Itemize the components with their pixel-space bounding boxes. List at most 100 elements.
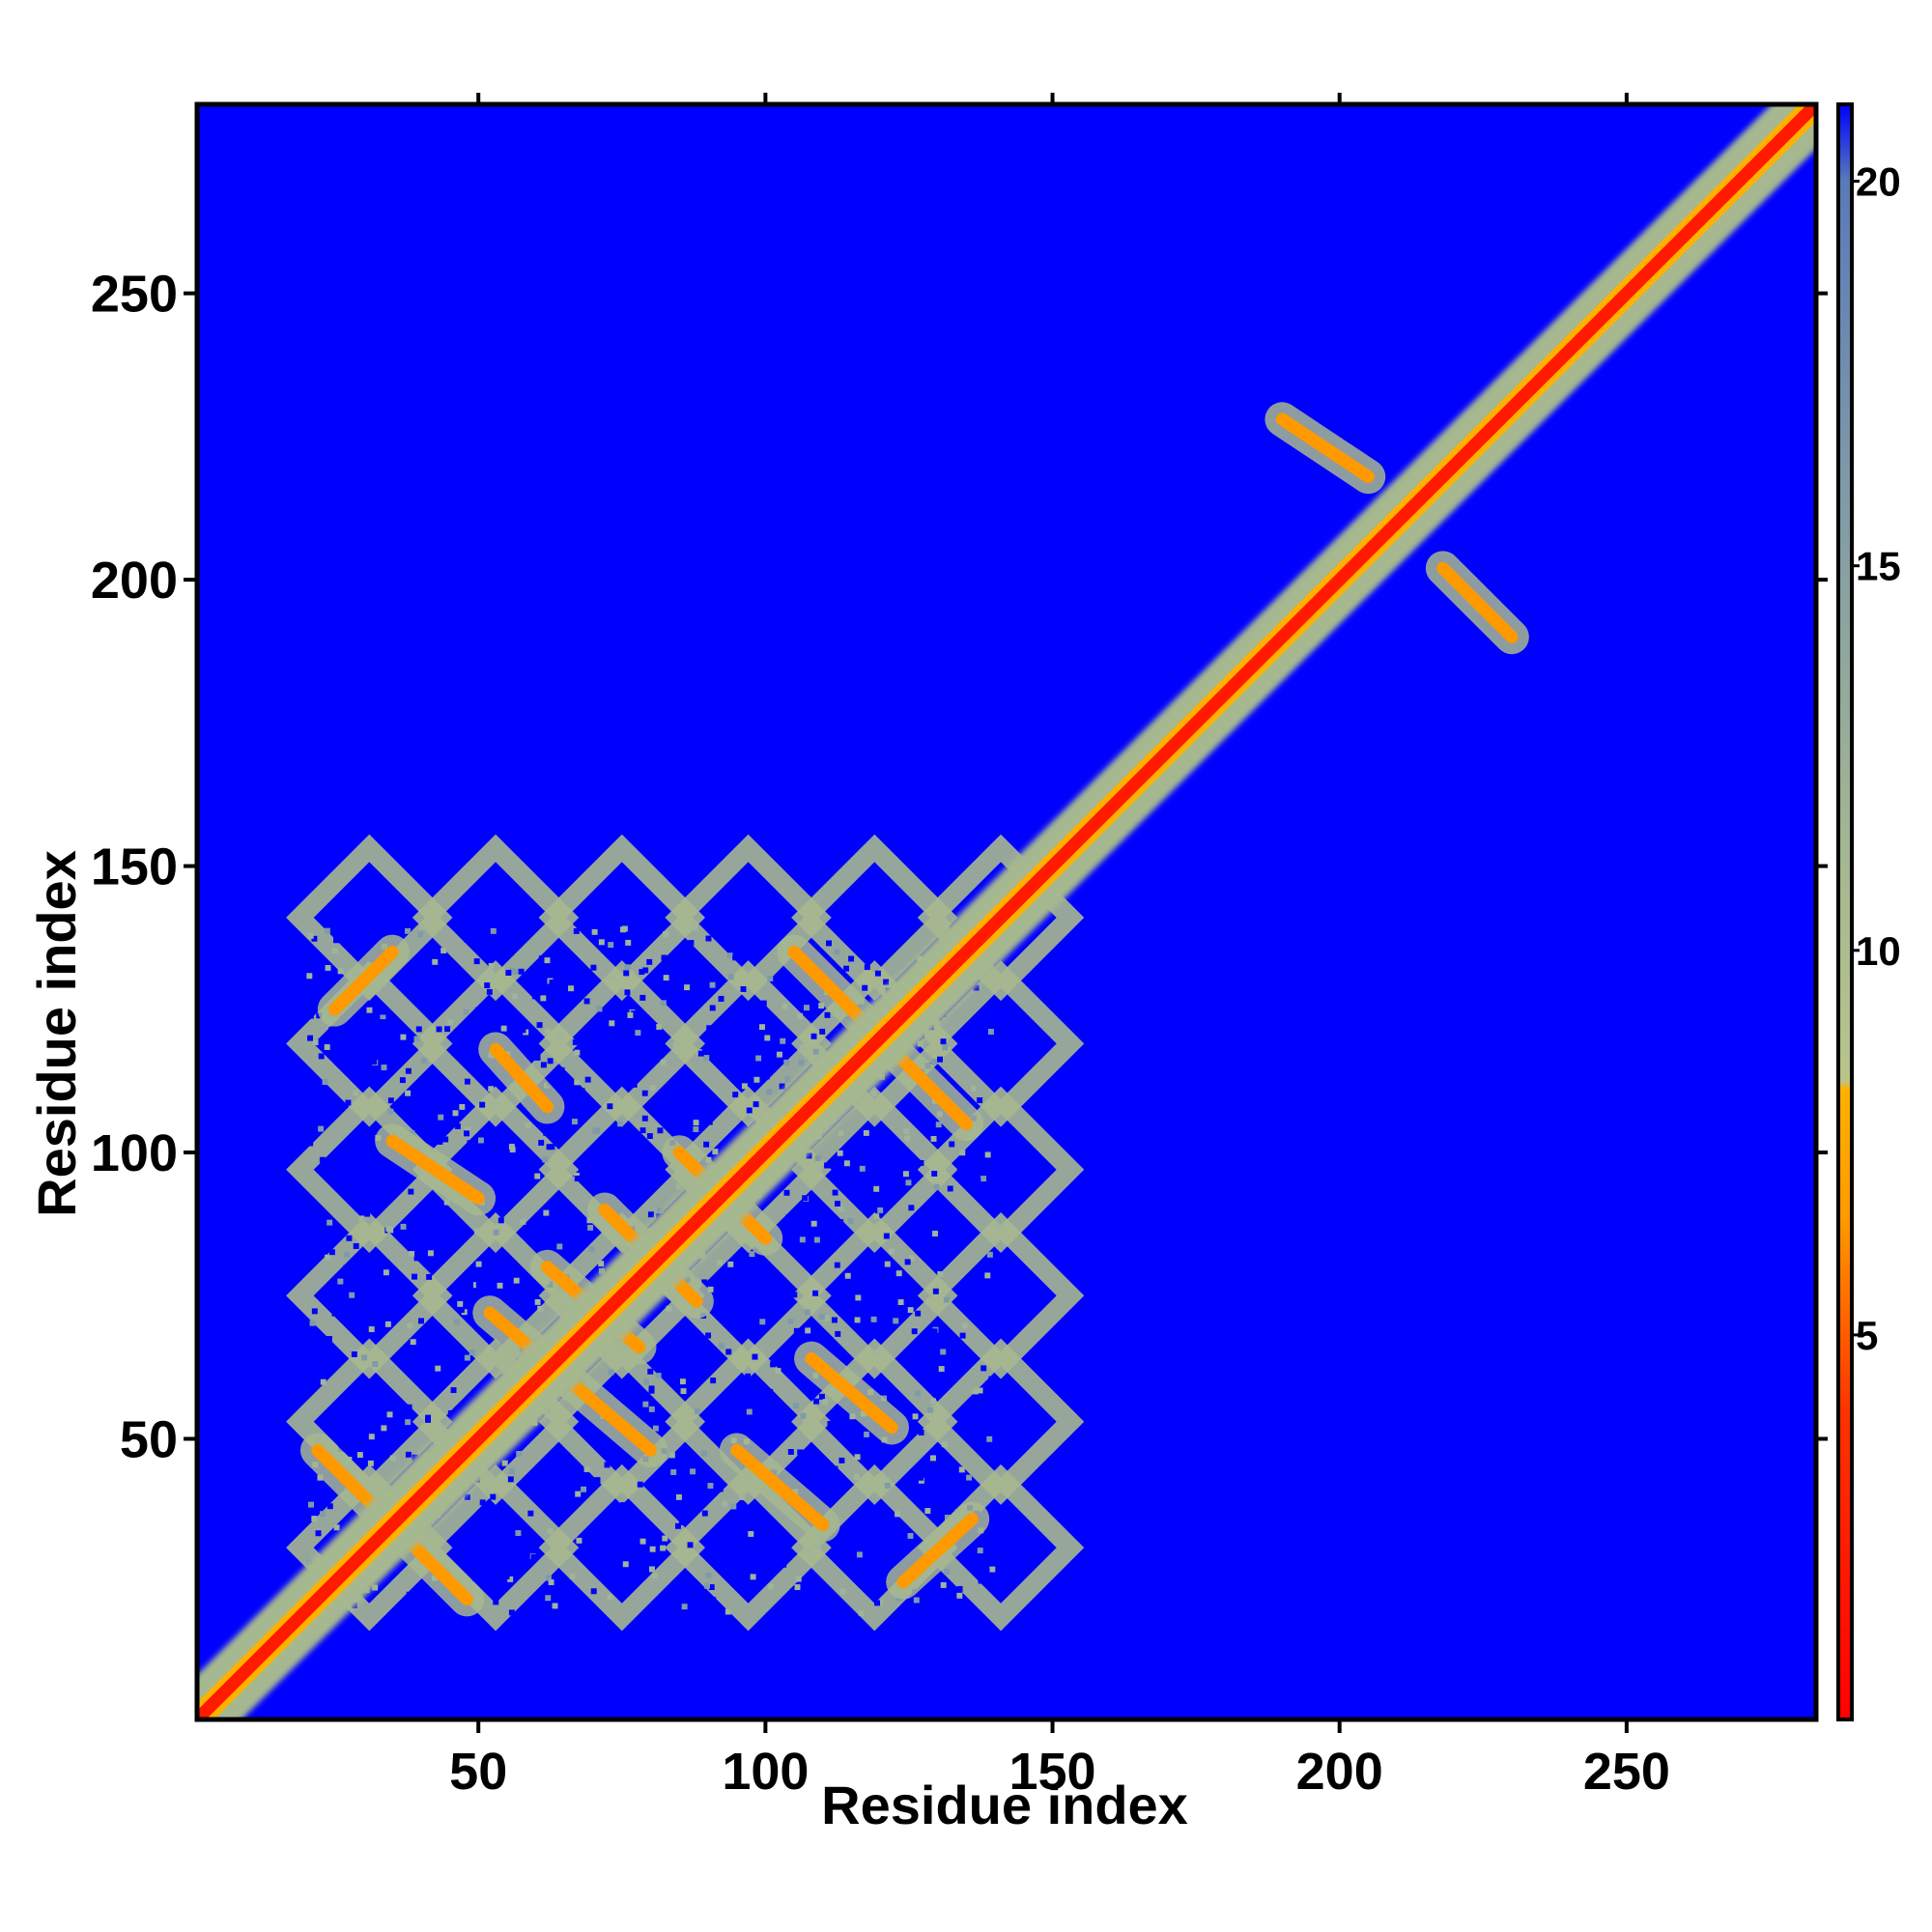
block-speckle (546, 1080, 553, 1087)
block-speckle (966, 1474, 973, 1481)
block-speckle (471, 1575, 478, 1581)
block-speckle (328, 1303, 335, 1310)
block-speckle (406, 1360, 412, 1367)
block-speckle (314, 1223, 321, 1230)
block-speckle (746, 1408, 753, 1415)
block-speckle (556, 1034, 563, 1040)
x-tick-label: 250 (1583, 1743, 1670, 1801)
block-speckle (309, 1320, 316, 1326)
block-speckle (770, 1361, 777, 1368)
block-speckle (544, 1028, 551, 1035)
block-speckle (587, 1224, 594, 1231)
block-speckle (863, 1431, 869, 1437)
block-speckle (380, 1013, 386, 1020)
block-speckle (501, 1460, 508, 1466)
streak-core (805, 1351, 898, 1435)
block-speckle (306, 1559, 312, 1566)
block-speckle (674, 1522, 681, 1529)
block-speckle (678, 1519, 685, 1525)
block-speckle (429, 1197, 436, 1203)
block-speckle (454, 1123, 461, 1129)
block-speckle (427, 1386, 433, 1393)
block-speckle (575, 1491, 582, 1497)
block-speckle (372, 1584, 379, 1591)
block-speckle (925, 1369, 932, 1376)
block-speckle (452, 1096, 459, 1103)
streak-core (489, 1042, 554, 1114)
block-speckle (622, 1561, 629, 1568)
block-speckle (670, 1469, 677, 1475)
block-speckle (458, 1307, 465, 1313)
block-speckle (500, 1025, 507, 1032)
block-speckle (726, 952, 733, 959)
block-speckle (346, 1235, 353, 1241)
block-speckle (975, 1178, 981, 1184)
block-speckle (812, 1591, 819, 1598)
block-speckle (940, 1349, 947, 1355)
block-speckle (544, 957, 551, 964)
block-speckle (725, 1017, 732, 1024)
block-speckle (557, 1209, 564, 1216)
block-speckle (721, 1500, 727, 1507)
block-speckle (710, 1597, 717, 1603)
block-speckle (507, 1030, 514, 1037)
block-speckle (549, 979, 555, 985)
block-speckle (484, 1517, 491, 1523)
block-speckle (754, 1400, 761, 1406)
block-speckle (956, 1168, 963, 1175)
block-speckle (668, 1452, 675, 1459)
block-speckle (847, 1217, 854, 1224)
block-speckle (641, 1115, 648, 1122)
block-speckle (781, 1003, 788, 1009)
block-speckle (752, 1353, 758, 1360)
block-speckle (709, 973, 716, 980)
block-speckle (536, 1022, 543, 1029)
block-speckle (657, 1208, 664, 1214)
block-speckle (969, 1415, 976, 1422)
block-speckle (840, 1290, 847, 1296)
block-speckle (607, 1594, 613, 1601)
block-speckle (835, 1330, 841, 1337)
block-speckle (983, 1569, 990, 1576)
block-speckle (755, 1055, 762, 1062)
block-speckle (687, 1542, 694, 1548)
block-speckle (910, 1471, 917, 1478)
block-speckle (317, 1474, 324, 1481)
block-speckle (766, 1089, 773, 1095)
block-speckle (918, 1477, 924, 1484)
block-speckle (400, 1223, 407, 1230)
block-speckle (680, 1388, 687, 1395)
block-speckle (343, 1264, 350, 1271)
block-speckle (838, 1206, 844, 1212)
block-speckle (558, 1066, 565, 1073)
block-speckle (931, 1170, 938, 1177)
block-speckle (853, 1172, 860, 1179)
block-speckle (844, 1272, 851, 1279)
block-speckle (676, 1344, 683, 1350)
block-speckle (578, 1493, 584, 1500)
block-speckle (609, 1020, 615, 1027)
block-speckle (959, 1332, 966, 1339)
block-speckle (709, 981, 716, 988)
block-speckle (598, 1261, 605, 1267)
block-speckle (534, 1054, 541, 1061)
block-speckle (349, 1292, 355, 1298)
block-speckle (851, 940, 858, 947)
block-speckle (746, 1107, 753, 1114)
block-speckle (530, 1553, 537, 1560)
block-speckle (732, 1021, 739, 1028)
diagonal-core (197, 104, 1816, 1719)
block-speckle (579, 1088, 585, 1094)
plot-frame (194, 101, 1819, 1722)
block-speckle (753, 1076, 760, 1083)
block-speckle (320, 1378, 327, 1385)
block-speckle (919, 1242, 925, 1249)
block-speckle (797, 1012, 804, 1019)
block-speckle (776, 1409, 781, 1415)
block-speckle (879, 1153, 885, 1160)
block-speckle (753, 1101, 759, 1108)
streak-core (730, 1443, 830, 1531)
colorbar: 5 10 15 20 (1836, 102, 1901, 1721)
block-speckle (783, 1059, 790, 1065)
block-speckle (353, 1243, 359, 1249)
